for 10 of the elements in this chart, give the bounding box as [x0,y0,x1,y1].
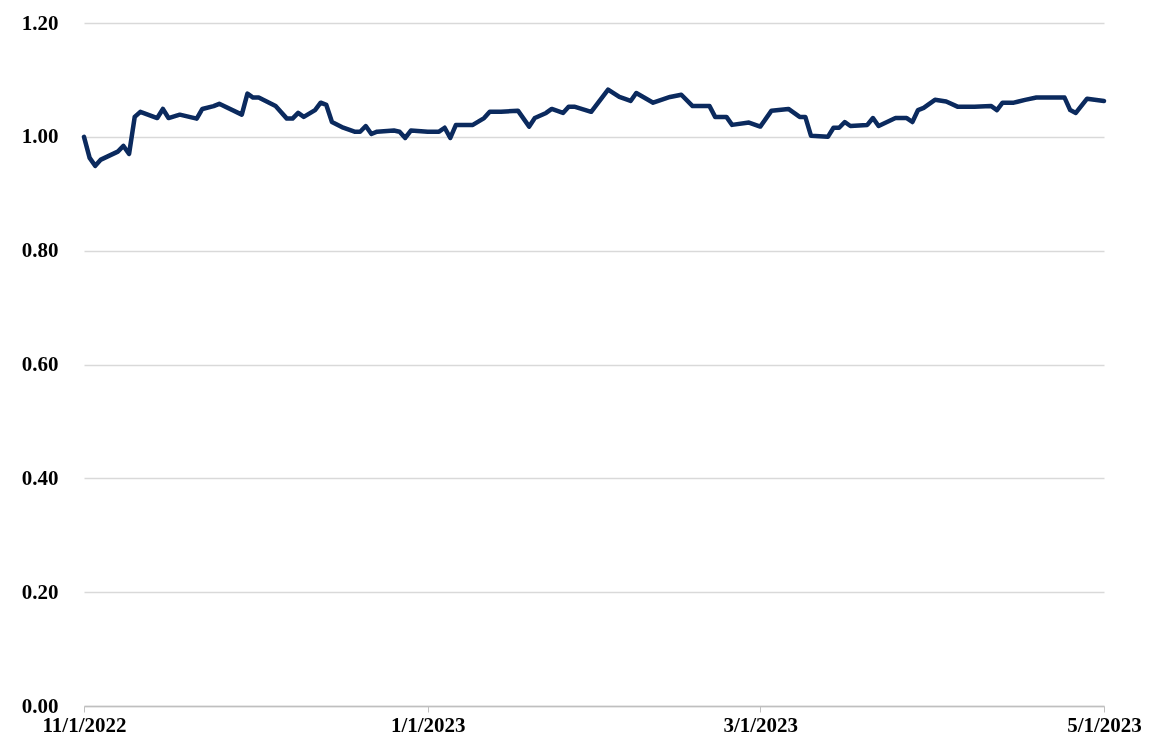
y-tick-label: 1.00 [21,124,59,149]
y-tick-label: 0.20 [21,579,59,604]
y-tick-label: 0.40 [21,465,59,490]
y-tick-label: 0.80 [21,238,59,263]
y-tick-label: 0.60 [21,352,59,376]
x-tick-label: 1/1/2023 [390,712,466,737]
line-series [81,87,1107,169]
x-tick-label: 5/1/2023 [1067,712,1142,737]
x-tick-label: 3/1/2023 [723,712,799,737]
y-tick-label: 1.20 [21,10,59,35]
